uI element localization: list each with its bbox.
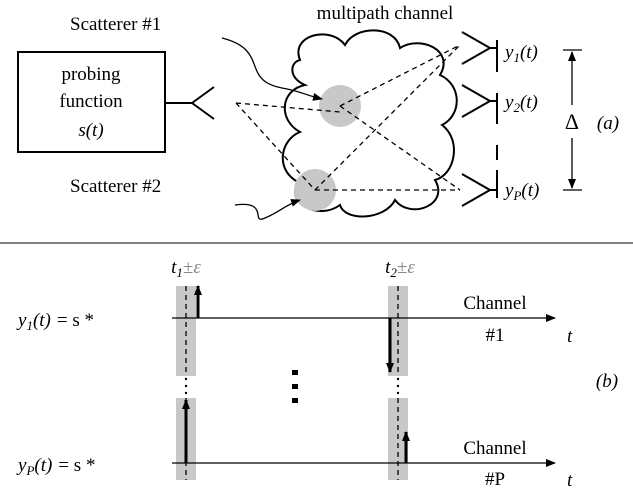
scatterer-label: Scatterer #1 [70,14,161,35]
transmitter-signal: s(t) [78,120,103,141]
text-part: (t) [520,42,538,63]
text-part: = s * [57,310,94,331]
axis-label: t [567,326,573,347]
receiver-label: y2(t) [503,92,538,115]
spacing-label: Δ [565,109,579,134]
text-part: y [16,310,27,331]
text-part: y [16,455,27,476]
time-windows [176,286,408,480]
window-centers [186,286,398,480]
text-part: P [512,188,521,203]
window-label: t1±ε [171,257,201,280]
diagram: probing function s(t) multipath channel … [0,0,633,489]
text-part: (t) [33,310,51,331]
receiver-label: y1(t) [503,42,538,65]
transmitter-label: function [59,91,123,112]
text-part: P [25,463,34,478]
text-part: (t) [521,180,539,201]
tx-antenna [165,87,214,119]
axis-label: t [567,470,573,489]
channel-name: Channel [463,293,526,314]
receiver-label: yP(t) [503,180,539,203]
pointer [235,200,300,219]
panel-label: (b) [596,371,618,392]
text-part: ±ε [183,257,201,278]
channel-id: #P [485,469,505,489]
text-part: (t) [520,92,538,113]
text-part: = s * [58,455,95,476]
channel-name: Channel [463,438,526,459]
channel-title: multipath channel [317,3,454,24]
text-part: y [503,92,514,113]
window-dots [185,370,399,403]
channel-output: yP(t) = s * [16,455,95,478]
scatterer-label: Scatterer #2 [70,176,161,197]
text-part: y [503,42,514,63]
text-part: (t) [34,455,52,476]
text-part: ±ε [397,257,415,278]
panel-label: (a) [597,113,619,134]
transmitter-label: probing [61,64,121,85]
channel-id: #1 [486,325,505,346]
rx-antennas [462,32,497,206]
window-label: t2±ε [385,257,415,280]
pointer [222,38,322,99]
channel-output: y1(t)= s * [16,310,94,333]
text-part: y [503,180,514,201]
